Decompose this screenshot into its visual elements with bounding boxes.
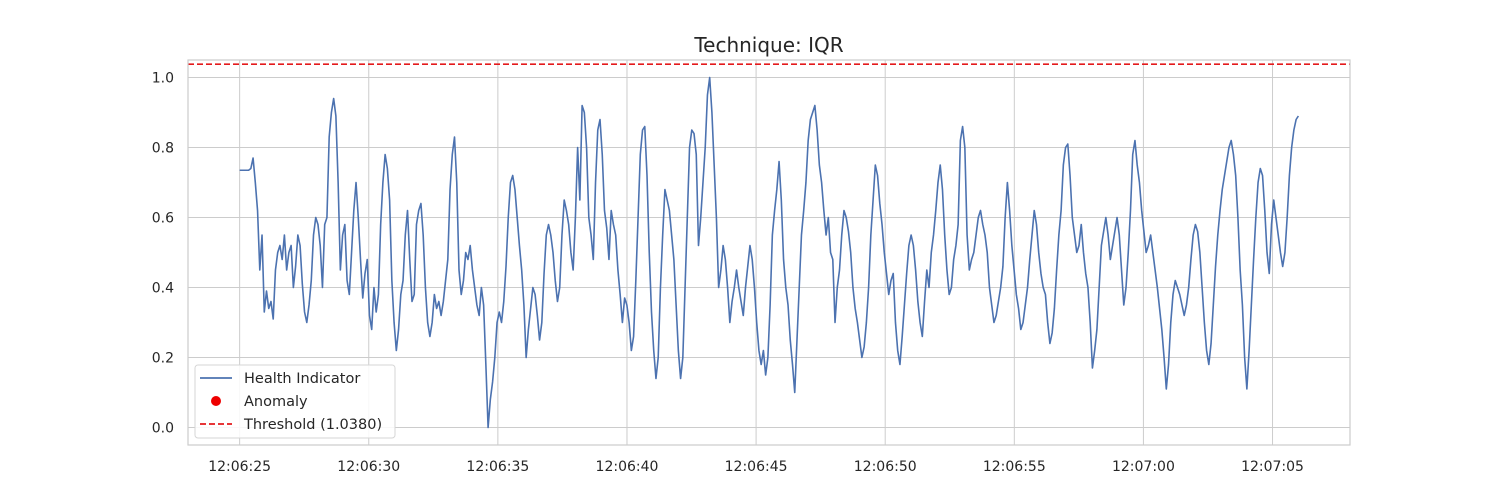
legend-label-health-indicator: Health Indicator xyxy=(244,371,360,387)
x-tick-label: 12:06:45 xyxy=(725,459,788,475)
y-tick-label: 0.0 xyxy=(152,421,174,437)
y-tick-label: 0.4 xyxy=(152,281,174,297)
y-tick-label: 0.8 xyxy=(152,141,174,157)
x-tick-label: 12:06:30 xyxy=(337,459,400,475)
x-tick-label: 12:06:25 xyxy=(208,459,271,475)
plot-frame xyxy=(187,59,1351,446)
legend-label-threshold: Threshold (1.0380) xyxy=(243,417,382,433)
x-tick-label: 12:06:35 xyxy=(466,459,529,475)
legend-label-anomaly: Anomaly xyxy=(244,394,308,410)
y-tick-labels: 0.0 0.2 0.4 0.6 0.8 1.0 xyxy=(152,71,174,437)
y-tick-label: 0.6 xyxy=(152,211,174,227)
chart-title: Technique: IQR xyxy=(693,33,843,57)
legend-box xyxy=(194,364,396,439)
x-tick-label: 12:06:50 xyxy=(854,459,917,475)
x-tick-label: 12:06:55 xyxy=(983,459,1046,475)
x-tick-labels: 12:06:25 12:06:30 12:06:35 12:06:40 12:06:45… xyxy=(208,459,1304,475)
grid xyxy=(188,60,1350,445)
x-tick-label: 12:06:40 xyxy=(596,459,659,475)
x-tick-label: 12:07:00 xyxy=(1112,459,1175,475)
legend-swatch-anomaly xyxy=(211,396,221,406)
y-tick-label: 0.2 xyxy=(152,351,174,367)
series-line-health-indicator xyxy=(239,76,1300,429)
legend: Health Indicator Anomaly Threshold (1.03… xyxy=(194,364,396,439)
x-tick-label: 12:07:05 xyxy=(1241,459,1304,475)
y-tick-label: 1.0 xyxy=(152,71,174,87)
